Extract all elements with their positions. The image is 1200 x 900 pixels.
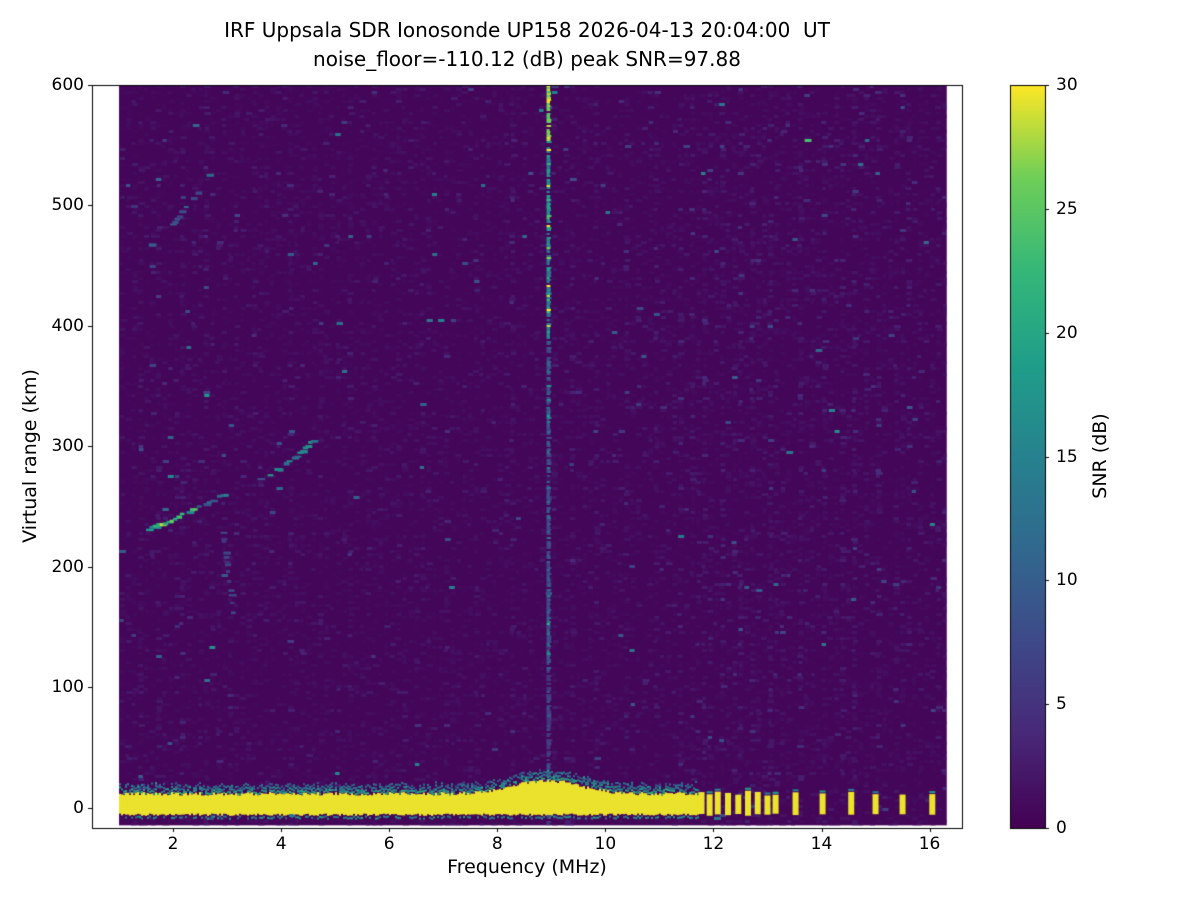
x-axis-label: Frequency (MHz) xyxy=(447,856,607,878)
y-tick-label: 100 xyxy=(51,677,84,698)
colorbar-tick-label: 10 xyxy=(1056,570,1078,591)
colorbar-tick-label: 0 xyxy=(1056,818,1067,838)
colorbar-label: SNR (dB) xyxy=(1089,413,1111,499)
title-block: IRF Uppsala SDR Ionosonde UP158 2026-04-… xyxy=(92,16,962,74)
colorbar-tick-label: 20 xyxy=(1056,322,1078,343)
y-tick-label: 200 xyxy=(51,556,84,577)
y-tick-label: 600 xyxy=(51,75,84,95)
chart-subtitle: noise_floor=-110.12 (dB) peak SNR=97.88 xyxy=(313,47,741,71)
colorbar-tick-label: 25 xyxy=(1056,198,1078,219)
x-tick-label: 16 xyxy=(918,834,941,854)
x-tick-label: 6 xyxy=(383,834,395,854)
x-tick-label: 8 xyxy=(491,834,503,854)
y-tick-label: 500 xyxy=(51,195,84,216)
y-tick-label: 400 xyxy=(51,315,84,336)
x-tick-label: 4 xyxy=(275,834,287,854)
x-tick-label: 2 xyxy=(167,834,179,854)
colorbar-tick-label: 15 xyxy=(1056,446,1078,467)
colorbar-tick-label: 30 xyxy=(1056,75,1078,95)
x-tick-label: 14 xyxy=(810,834,833,854)
x-tick-label: 12 xyxy=(702,834,725,854)
chart-title: IRF Uppsala SDR Ionosonde UP158 2026-04-… xyxy=(224,18,830,42)
y-axis-label: Virtual range (km) xyxy=(19,369,41,543)
x-tick-label: 10 xyxy=(594,834,617,854)
colorbar-tick-label: 5 xyxy=(1056,694,1067,715)
y-tick-label: 0 xyxy=(73,797,84,818)
y-tick-label: 300 xyxy=(51,436,84,457)
